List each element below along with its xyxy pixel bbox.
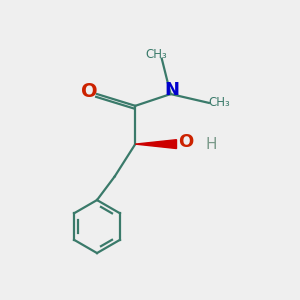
Text: CH₃: CH₃ xyxy=(208,96,230,110)
Text: O: O xyxy=(178,133,194,151)
Text: O: O xyxy=(81,82,98,100)
Text: N: N xyxy=(165,81,180,99)
Text: CH₃: CH₃ xyxy=(145,48,167,61)
Polygon shape xyxy=(135,140,176,148)
Text: H: H xyxy=(206,136,217,152)
